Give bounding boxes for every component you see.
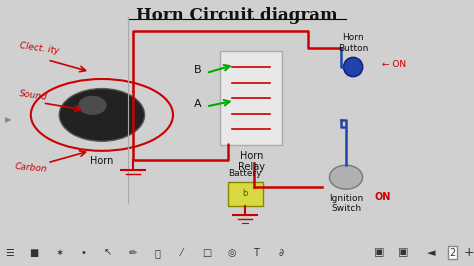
Bar — [228, 182, 263, 206]
Text: Carbon: Carbon — [14, 162, 47, 173]
Text: Sound: Sound — [19, 89, 48, 102]
Text: b: b — [242, 189, 248, 198]
Text: Ignition
Switch: Ignition Switch — [329, 194, 363, 213]
Text: □: □ — [202, 248, 211, 258]
Text: ↖: ↖ — [104, 248, 112, 258]
Text: ◎: ◎ — [227, 248, 236, 258]
Text: ☰: ☰ — [5, 248, 14, 258]
Text: ▣: ▣ — [374, 248, 384, 258]
Text: B: B — [194, 65, 201, 75]
Text: Horn: Horn — [90, 156, 114, 166]
Text: Battery: Battery — [228, 169, 262, 178]
FancyBboxPatch shape — [220, 52, 282, 145]
Text: Horn
Relay: Horn Relay — [238, 151, 264, 172]
Ellipse shape — [329, 165, 363, 189]
Text: A: A — [194, 98, 201, 109]
Text: ∂: ∂ — [278, 248, 283, 258]
Text: +: + — [464, 246, 474, 259]
Ellipse shape — [59, 89, 145, 141]
Text: ← ON: ← ON — [382, 60, 406, 69]
Ellipse shape — [344, 57, 363, 77]
Text: Horn Circuit diagram: Horn Circuit diagram — [136, 7, 338, 24]
Text: ON: ON — [374, 192, 391, 202]
Text: 2: 2 — [449, 248, 456, 258]
Ellipse shape — [78, 96, 107, 115]
Text: ▶: ▶ — [5, 115, 11, 124]
Text: ▣: ▣ — [398, 248, 408, 258]
Text: Horn
Button: Horn Button — [338, 33, 368, 53]
Text: ◄: ◄ — [427, 248, 436, 258]
Text: ⧸: ⧸ — [155, 248, 160, 258]
Text: •: • — [81, 248, 86, 258]
Text: T: T — [253, 248, 259, 258]
Text: ⁄: ⁄ — [181, 248, 183, 258]
Text: Clect. ity: Clect. ity — [19, 41, 60, 55]
Text: ■: ■ — [29, 248, 39, 258]
Text: ✏: ✏ — [128, 248, 137, 258]
Text: ✶: ✶ — [55, 248, 63, 258]
